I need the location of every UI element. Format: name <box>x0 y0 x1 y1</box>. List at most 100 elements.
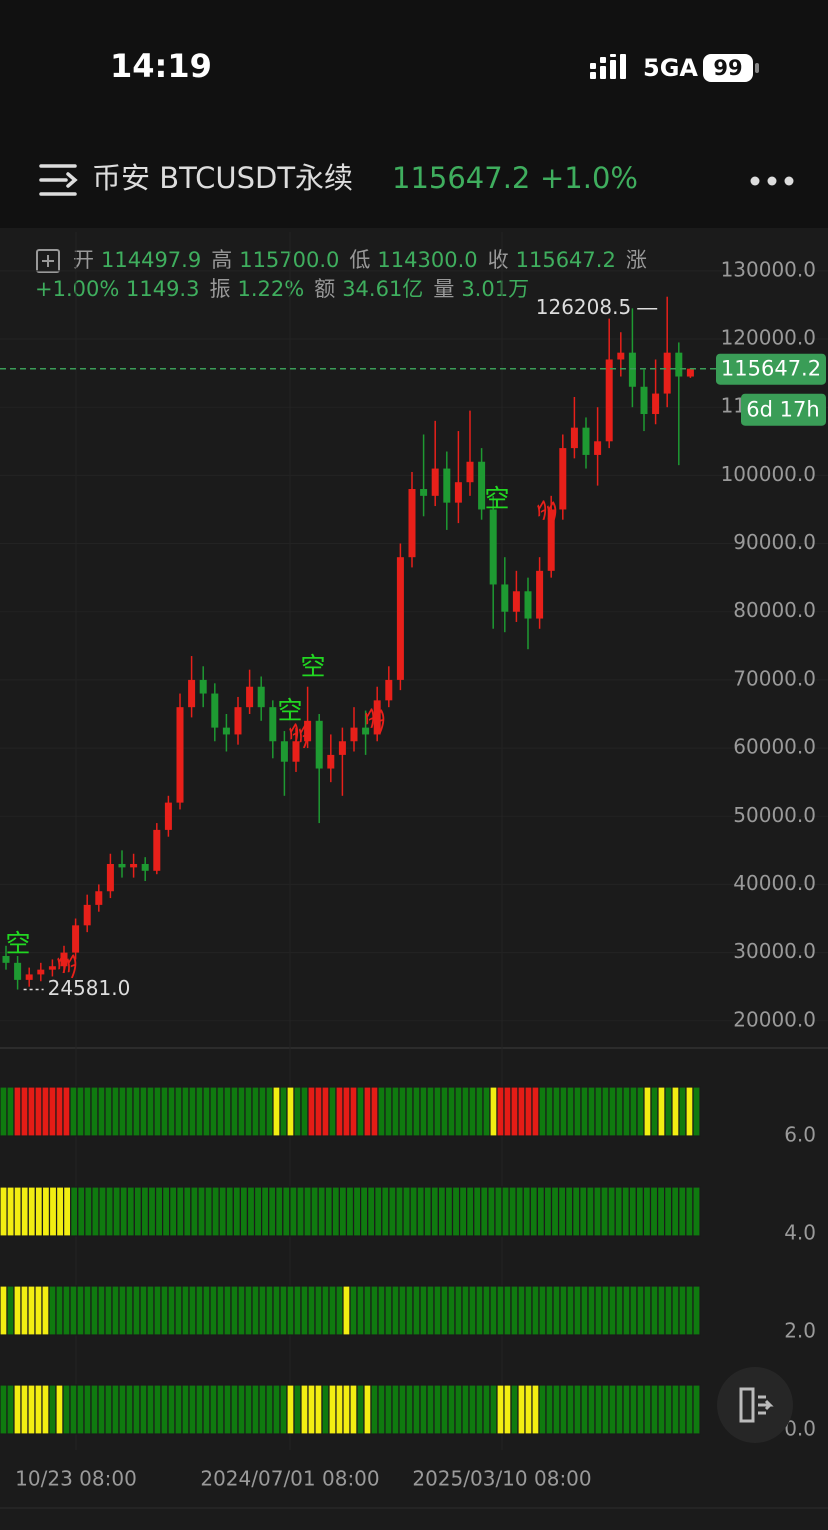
indicator-cell <box>202 1285 211 1336</box>
indicator-cell <box>426 1086 435 1137</box>
indicator-cell <box>125 1384 134 1435</box>
indicator-cell <box>622 1384 631 1435</box>
info-label: 高 <box>211 248 232 272</box>
info-label: 低 <box>349 248 370 272</box>
indicator-cell <box>607 1186 616 1237</box>
indicator-cell <box>601 1384 610 1435</box>
indicator-cell <box>473 1186 482 1237</box>
indicator-cell <box>181 1384 190 1435</box>
indicator-cell <box>125 1285 134 1336</box>
indicator-cell <box>629 1086 638 1137</box>
y-tick-label: 120000.0 <box>721 326 816 350</box>
candle-body <box>512 591 520 612</box>
candle-body <box>48 966 56 970</box>
indicator-cell <box>41 1186 51 1237</box>
indicator-cell <box>48 1285 57 1336</box>
indicator-cell <box>671 1186 680 1237</box>
candle-body <box>130 863 138 868</box>
indicator-cell <box>289 1186 298 1237</box>
candle-body <box>524 591 532 619</box>
symbol-title[interactable]: 币安 BTCUSDT永续 <box>92 161 353 195</box>
candle-body <box>106 863 114 892</box>
indicator-cell <box>643 1285 652 1336</box>
expand-icon[interactable] <box>36 249 60 273</box>
indicator-cell <box>678 1086 687 1137</box>
indicator-cell <box>601 1086 610 1137</box>
indicator-cell <box>496 1384 505 1435</box>
indicator-cell <box>566 1384 575 1435</box>
indicator-cell <box>20 1086 29 1137</box>
indicator-cell <box>153 1086 162 1137</box>
indicator-cell <box>356 1285 365 1336</box>
indicator-cell <box>296 1186 305 1237</box>
indicator-cell <box>239 1186 249 1237</box>
indicator-cell <box>615 1285 624 1336</box>
indicator-cell <box>293 1384 302 1435</box>
indicator-cell <box>118 1285 127 1336</box>
indicator-cell <box>586 1186 595 1237</box>
indicator-cell <box>398 1285 407 1336</box>
candle-body <box>408 489 416 558</box>
indicator-cell <box>494 1186 503 1237</box>
indicator-cell <box>426 1285 435 1336</box>
indicator-cell <box>244 1086 253 1137</box>
indicator-cell <box>0 1186 8 1237</box>
candle-body <box>675 352 683 377</box>
candle-body <box>686 368 694 377</box>
indicator-cell <box>34 1086 43 1137</box>
more-button[interactable] <box>750 176 794 186</box>
y-tick-label: 50000.0 <box>733 803 816 827</box>
indicator-cell <box>381 1186 390 1237</box>
indicator-cell <box>174 1285 183 1336</box>
indicator-cell <box>475 1384 484 1435</box>
indicator-cell <box>657 1384 666 1435</box>
indicator-cell <box>6 1285 15 1336</box>
float-button[interactable] <box>717 1367 793 1443</box>
indicator-cell <box>409 1186 418 1237</box>
indicator-cell <box>482 1086 491 1137</box>
high-label: 126208.5 <box>536 295 631 319</box>
candle-body <box>234 707 242 735</box>
indicator-cell <box>13 1384 22 1435</box>
indicator-cell <box>83 1285 92 1336</box>
indicator-cell <box>83 1086 92 1137</box>
indicator-cell <box>174 1384 183 1435</box>
indicator-cell <box>370 1086 379 1137</box>
candle-body <box>14 962 22 980</box>
candle-body <box>176 707 184 803</box>
indicator-cell <box>501 1186 510 1237</box>
indicator-cell <box>188 1285 197 1336</box>
candle-body <box>420 489 428 496</box>
indicator-cell <box>55 1186 65 1237</box>
indicator-cell <box>251 1285 260 1336</box>
y-tick-label: 90000.0 <box>733 530 816 554</box>
indicator-cell <box>593 1186 602 1237</box>
indicator-cell <box>629 1285 638 1336</box>
indicator-cell <box>84 1186 93 1237</box>
header-change: +1.0% <box>540 161 638 195</box>
indicator-cell <box>324 1186 333 1237</box>
menu-icon[interactable] <box>39 164 78 196</box>
indicator-cell <box>48 1186 58 1237</box>
x-tick-label: 2024/07/01 08:00 <box>200 1467 379 1491</box>
indicator-cell <box>398 1086 407 1137</box>
indicator-cell <box>317 1186 326 1237</box>
y-tick-label: 130000.0 <box>721 257 816 281</box>
candle-body <box>617 352 625 360</box>
indicator-cell <box>352 1186 362 1237</box>
indicator-cell <box>629 1384 638 1435</box>
indicator-cell <box>97 1384 106 1435</box>
candle-body <box>385 679 393 701</box>
indicator-cell <box>237 1086 246 1137</box>
info-label: 收 <box>488 248 509 272</box>
indicator-cell <box>230 1086 239 1137</box>
indicator-cell <box>265 1285 274 1336</box>
indicator-cell <box>543 1186 553 1237</box>
indicator-cell <box>391 1384 400 1435</box>
indicator-cell <box>536 1186 546 1237</box>
indicator-cell <box>664 1285 673 1336</box>
indicator-cell <box>572 1186 581 1237</box>
indicator-cell <box>34 1384 43 1435</box>
indicator-cell <box>27 1384 36 1435</box>
indicator-cell <box>55 1086 64 1137</box>
